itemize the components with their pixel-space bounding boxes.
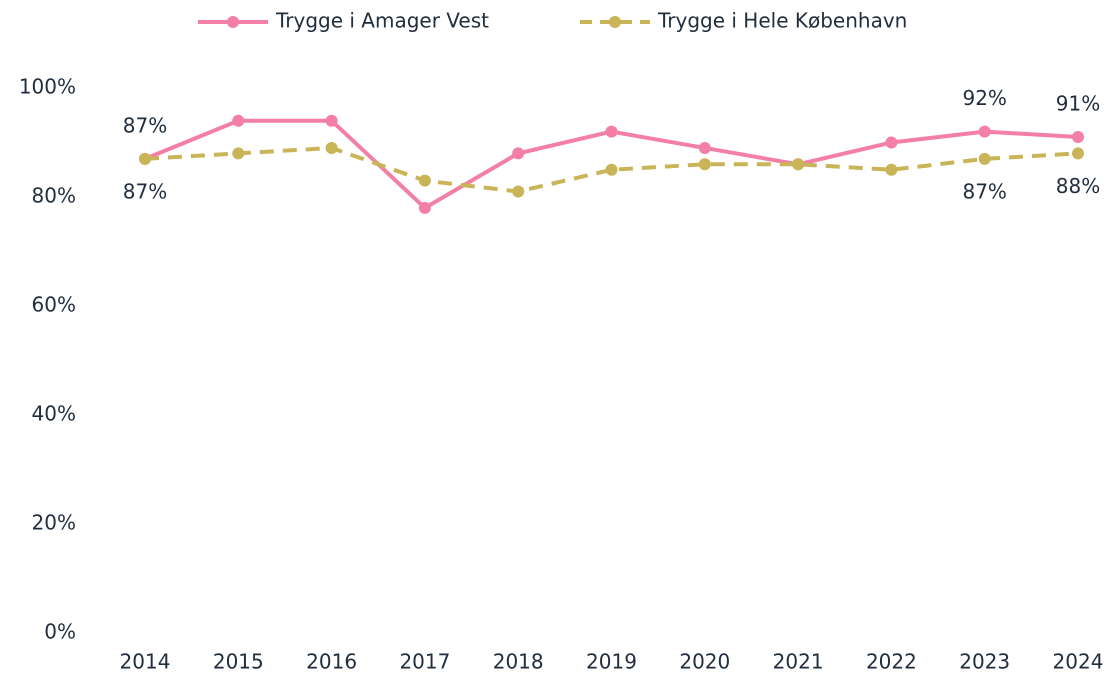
x-tick-label: 2020: [679, 650, 730, 674]
data-label: 88%: [1056, 174, 1100, 198]
legend-label: Trygge i Amager Vest: [275, 9, 489, 33]
data-point: [792, 158, 805, 171]
x-tick-label: 2023: [959, 650, 1010, 674]
data-point: [698, 158, 711, 171]
data-point: [698, 141, 711, 154]
x-tick-label: 2021: [773, 650, 824, 674]
data-label: 87%: [123, 113, 167, 137]
data-point: [605, 125, 618, 138]
data-point: [605, 163, 618, 176]
data-point: [325, 141, 338, 154]
y-tick-label: 80%: [32, 184, 76, 208]
x-tick-label: 2015: [213, 650, 264, 674]
series-line: [144, 145, 1079, 194]
data-point: [418, 174, 431, 187]
data-point: [885, 163, 898, 176]
data-label: 87%: [123, 179, 167, 203]
data-point: [1072, 131, 1084, 144]
x-tick-label: 2022: [866, 650, 917, 674]
x-tick-label: 2024: [1053, 650, 1104, 674]
data-point: [978, 152, 991, 165]
legend-marker: [609, 16, 621, 28]
data-point: [139, 152, 151, 165]
data-point: [978, 125, 991, 138]
x-tick-label: 2019: [586, 650, 637, 674]
y-tick-label: 60%: [32, 293, 76, 317]
data-label: 91%: [1056, 92, 1100, 116]
y-tick-label: 40%: [32, 402, 76, 426]
data-point: [232, 114, 245, 127]
data-point: [512, 147, 525, 160]
data-point: [1072, 147, 1084, 160]
data-point: [512, 185, 525, 198]
data-point: [325, 114, 338, 127]
data-label: 87%: [962, 179, 1006, 203]
y-tick-label: 0%: [44, 620, 76, 644]
x-tick-label: 2014: [120, 650, 171, 674]
legend-marker: [227, 16, 239, 28]
data-point: [885, 136, 898, 149]
data-label: 92%: [962, 86, 1006, 110]
y-tick-label: 100%: [19, 75, 76, 99]
x-tick-label: 2018: [493, 650, 544, 674]
y-tick-label: 20%: [32, 511, 76, 535]
legend-label: Trygge i Hele København: [657, 9, 907, 33]
x-tick-label: 2016: [306, 650, 357, 674]
x-tick-label: 2017: [399, 650, 450, 674]
data-point: [418, 201, 431, 214]
data-point: [232, 147, 245, 160]
